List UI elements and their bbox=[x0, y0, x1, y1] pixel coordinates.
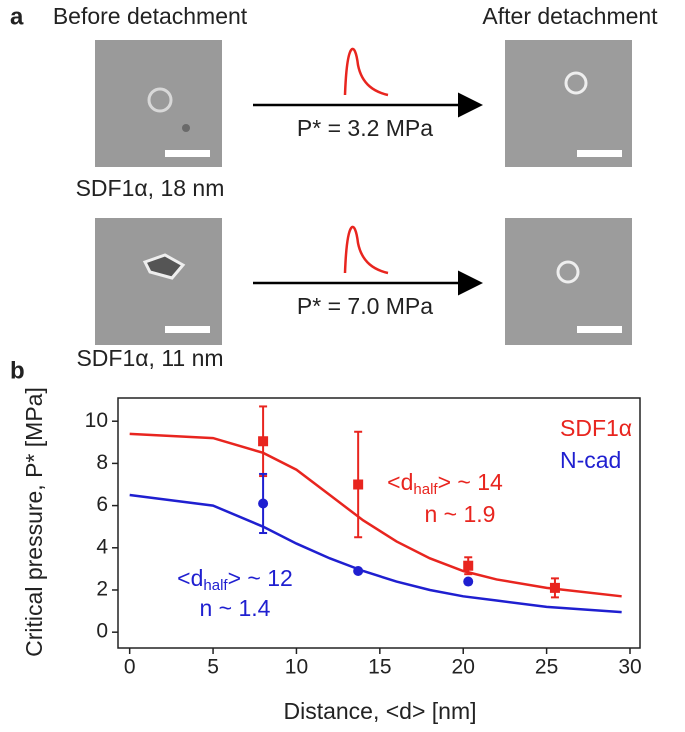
arrows bbox=[253, 47, 483, 296]
data-point bbox=[549, 582, 560, 593]
scale-bar bbox=[165, 326, 210, 333]
image bbox=[95, 40, 222, 167]
annotation-subscript: half bbox=[413, 481, 438, 498]
x-tick-label: 0 bbox=[124, 656, 136, 679]
data-point bbox=[258, 436, 269, 447]
debris bbox=[182, 124, 190, 132]
y-tick-label: 10 bbox=[85, 409, 108, 432]
legend-label: N-cad bbox=[560, 447, 621, 473]
x-tick-label: 30 bbox=[618, 656, 641, 679]
scale-bar bbox=[577, 326, 622, 333]
pulse bbox=[343, 47, 389, 97]
data-point bbox=[463, 560, 474, 571]
y-tick-label: 8 bbox=[96, 451, 108, 474]
x-tick-label: 5 bbox=[207, 656, 219, 679]
annotation: <dhalf> ~ 12 bbox=[177, 565, 293, 594]
scale-bar bbox=[165, 150, 210, 157]
annotation-part: <d bbox=[387, 469, 413, 495]
y-tick-label: 0 bbox=[96, 620, 108, 643]
y-tick-label: 2 bbox=[96, 578, 108, 601]
annotation: n ~ 1.4 bbox=[200, 595, 271, 621]
x-axis-label: Distance, <d> [nm] bbox=[283, 698, 476, 724]
pressure-label: P* = 7.0 MPa bbox=[297, 293, 433, 319]
annotation: <dhalf> ~ 14 bbox=[387, 469, 503, 498]
x-tick-label: 25 bbox=[535, 656, 558, 679]
panel-label: a bbox=[10, 3, 24, 30]
fit-curve bbox=[129, 493, 622, 614]
pressure-label: P* = 3.2 MPa bbox=[297, 115, 433, 141]
caption: SDF1α, 11 nm bbox=[76, 345, 223, 371]
annotation: n ~ 1.9 bbox=[425, 501, 496, 527]
caption: SDF1α, 18 nm bbox=[76, 175, 225, 201]
pulse bbox=[343, 225, 389, 275]
cell bbox=[556, 260, 580, 284]
before-label: Before detachment bbox=[53, 3, 248, 29]
data-point bbox=[353, 565, 364, 576]
annotation-subscript: half bbox=[203, 577, 228, 594]
data-point bbox=[463, 576, 474, 587]
cell bbox=[142, 253, 186, 280]
annotation-part: > ~ 14 bbox=[438, 469, 503, 495]
annotation-part: <d bbox=[177, 565, 203, 591]
cell bbox=[564, 71, 588, 95]
x-tick-label: 10 bbox=[285, 656, 308, 679]
image bbox=[95, 218, 222, 345]
plot-frame bbox=[117, 397, 641, 649]
fit-curve bbox=[129, 432, 622, 598]
panel-label: b bbox=[10, 357, 25, 384]
micrographs bbox=[95, 40, 632, 345]
annotation-part: > ~ 12 bbox=[228, 565, 293, 591]
x-tick-label: 20 bbox=[452, 656, 475, 679]
after-label: After detachment bbox=[482, 3, 658, 29]
legend-label: SDF1α bbox=[560, 415, 632, 441]
data-point bbox=[353, 479, 364, 490]
x-tick-label: 15 bbox=[368, 656, 391, 679]
data-point bbox=[258, 498, 269, 509]
y-axis-label: Critical pressure, P* [MPa] bbox=[21, 387, 47, 657]
y-tick-label: 4 bbox=[96, 535, 108, 558]
cell bbox=[147, 87, 173, 113]
y-tick-label: 6 bbox=[96, 493, 108, 516]
image bbox=[505, 40, 632, 167]
scale-bar bbox=[577, 150, 622, 157]
